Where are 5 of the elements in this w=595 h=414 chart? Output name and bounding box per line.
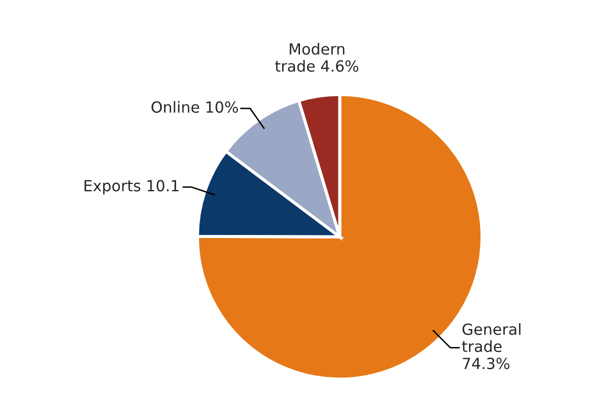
slice-label: Exports 10.1	[84, 180, 179, 194]
data-label: 74.3%	[462, 358, 510, 370]
slice-label: Modern trade 4.6%	[275, 42, 358, 72]
slice-label: General trade	[462, 323, 520, 352]
slice-label: Online 10%	[152, 101, 238, 113]
